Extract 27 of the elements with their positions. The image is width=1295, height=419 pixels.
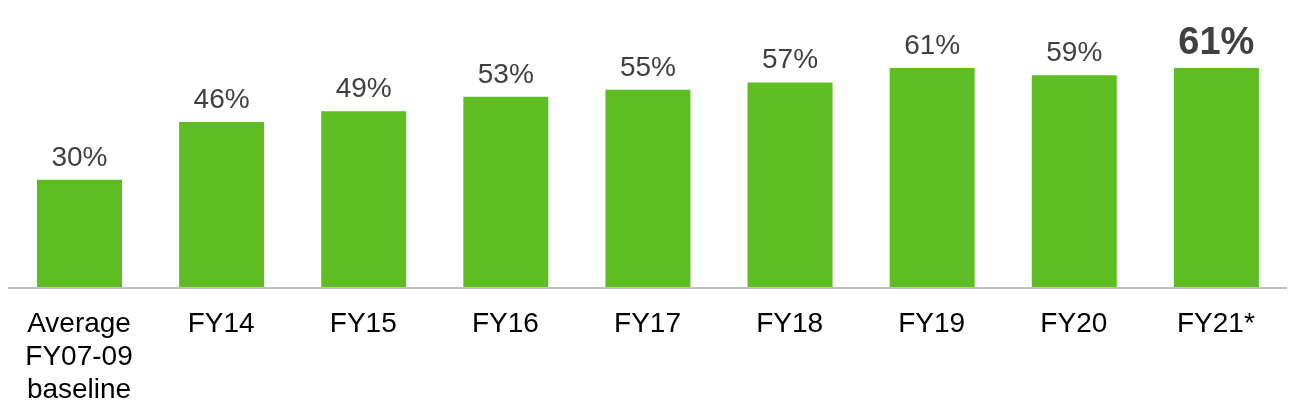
x-tick-label: FY21* [1177, 307, 1255, 338]
data-label: 49% [335, 72, 392, 104]
bar [747, 82, 833, 288]
x-tick-label: FY19 [898, 307, 966, 338]
data-label: 46% [193, 83, 250, 115]
bar [1173, 68, 1259, 288]
x-tick-label: FY14 [187, 307, 255, 338]
data-label: 61% [904, 29, 961, 60]
bar [321, 111, 407, 288]
data-label: 59% [1046, 36, 1103, 68]
x-tick-label: FY20 [1040, 307, 1108, 338]
x-tick-label: FY16 [471, 307, 539, 338]
data-label: 57% [762, 43, 819, 75]
bar [179, 122, 265, 288]
bar [889, 68, 975, 288]
bar [1031, 75, 1117, 288]
x-tick-label: FY15 [329, 307, 397, 338]
x-tick-label: Average FY07-09 baseline [25, 307, 133, 404]
data-label: 30% [51, 140, 108, 172]
data-label: 53% [477, 57, 534, 89]
data-label: 61% [1178, 20, 1255, 62]
data-label: 55% [619, 50, 676, 82]
bar [37, 179, 122, 288]
bar [463, 96, 549, 288]
bar [605, 89, 691, 288]
x-tick-label: FY18 [756, 307, 824, 338]
x-tick-label: FY17 [614, 307, 681, 338]
